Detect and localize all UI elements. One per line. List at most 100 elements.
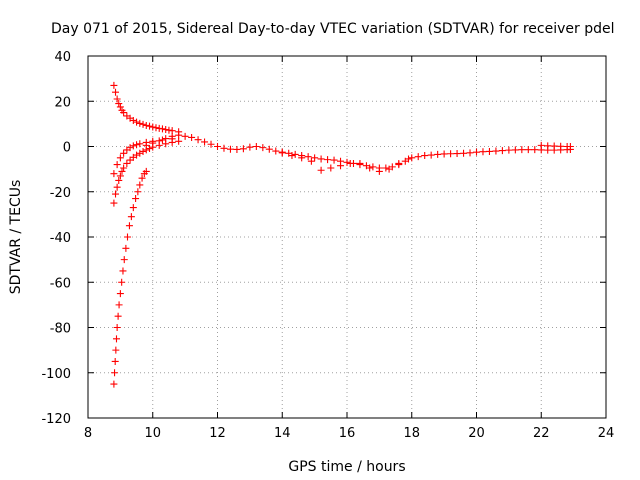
data-point	[118, 167, 126, 175]
data-point	[112, 346, 120, 354]
data-point	[382, 164, 390, 172]
data-point	[239, 145, 247, 153]
data-point	[405, 155, 413, 163]
grid	[88, 56, 606, 418]
data-point	[479, 148, 487, 156]
data-point	[127, 213, 135, 221]
data-point	[111, 369, 119, 377]
data-point	[112, 88, 120, 96]
data-point	[375, 167, 383, 175]
data-point	[142, 141, 150, 149]
y-tick-label: -80	[50, 322, 71, 337]
data-point	[113, 95, 121, 103]
data-point	[146, 122, 154, 130]
data-point	[498, 147, 506, 155]
data-point	[110, 170, 118, 178]
x-tick-label: 20	[468, 426, 485, 441]
data-point	[136, 119, 144, 127]
data-point	[149, 139, 157, 147]
data-point	[288, 152, 296, 160]
y-tick-label: -40	[50, 231, 71, 246]
data-point	[139, 147, 147, 155]
data-point	[113, 324, 121, 331]
data-point	[337, 162, 345, 170]
data-point	[116, 290, 124, 298]
data-point	[162, 126, 170, 134]
data-point	[291, 150, 299, 158]
data-point	[434, 150, 442, 158]
data-point	[346, 159, 354, 167]
data-point	[194, 136, 202, 144]
chart-title: Day 071 of 2015, Sidereal Day-to-day VTE…	[51, 21, 615, 37]
data-point	[466, 149, 474, 157]
data-point	[119, 267, 127, 275]
data-point	[414, 153, 422, 161]
data-point	[120, 164, 128, 172]
data-point	[408, 154, 416, 162]
y-tick-label: -60	[50, 276, 71, 291]
data-point	[116, 154, 124, 162]
data-point	[181, 132, 189, 140]
data-point	[168, 132, 176, 140]
x-tick-label: 14	[274, 426, 291, 441]
data-point	[233, 145, 241, 153]
data-point	[123, 159, 131, 167]
data-point	[110, 199, 118, 207]
data-point	[317, 155, 325, 163]
data-point	[155, 137, 163, 145]
data-point	[324, 156, 332, 164]
data-points	[110, 81, 574, 388]
data-point	[116, 172, 124, 180]
data-point	[112, 335, 120, 343]
data-point	[252, 143, 260, 150]
data-point	[133, 118, 141, 126]
data-point	[142, 121, 150, 129]
data-point	[136, 181, 144, 189]
data-point	[129, 116, 137, 124]
data-point	[118, 278, 126, 286]
data-point	[214, 143, 221, 150]
data-point	[132, 195, 140, 203]
data-point	[123, 233, 131, 241]
data-point	[369, 163, 377, 171]
y-tick-label: -20	[50, 186, 71, 201]
data-point	[142, 167, 150, 175]
data-point	[115, 176, 123, 184]
data-point	[110, 380, 118, 388]
x-axis-title: GPS time / hours	[288, 459, 405, 475]
data-point	[550, 142, 558, 150]
x-tick-label: 10	[144, 426, 161, 441]
data-point	[307, 157, 315, 165]
data-point	[116, 103, 124, 111]
data-point	[226, 145, 234, 153]
data-point	[304, 153, 312, 161]
data-point	[111, 357, 119, 365]
y-tick-label: 20	[54, 95, 71, 110]
data-point	[149, 123, 157, 131]
data-point	[110, 81, 118, 89]
data-point	[343, 158, 351, 166]
data-point	[136, 140, 144, 148]
data-point	[152, 124, 160, 132]
data-point	[421, 152, 429, 160]
data-point	[385, 165, 393, 173]
x-tick-label: 22	[533, 426, 550, 441]
y-tick-label: -100	[41, 367, 71, 382]
data-point	[327, 164, 335, 172]
data-point	[220, 144, 228, 152]
data-point	[453, 150, 461, 158]
data-point	[114, 312, 122, 320]
data-point	[129, 204, 137, 212]
data-point	[201, 138, 209, 146]
data-point	[175, 131, 183, 139]
data-point	[298, 154, 306, 162]
plot-frame	[87, 55, 607, 419]
x-tick-label: 16	[339, 426, 356, 441]
data-point	[330, 156, 338, 164]
data-point	[524, 146, 532, 154]
data-point	[158, 125, 166, 133]
data-point	[120, 149, 128, 157]
data-point	[115, 100, 123, 108]
